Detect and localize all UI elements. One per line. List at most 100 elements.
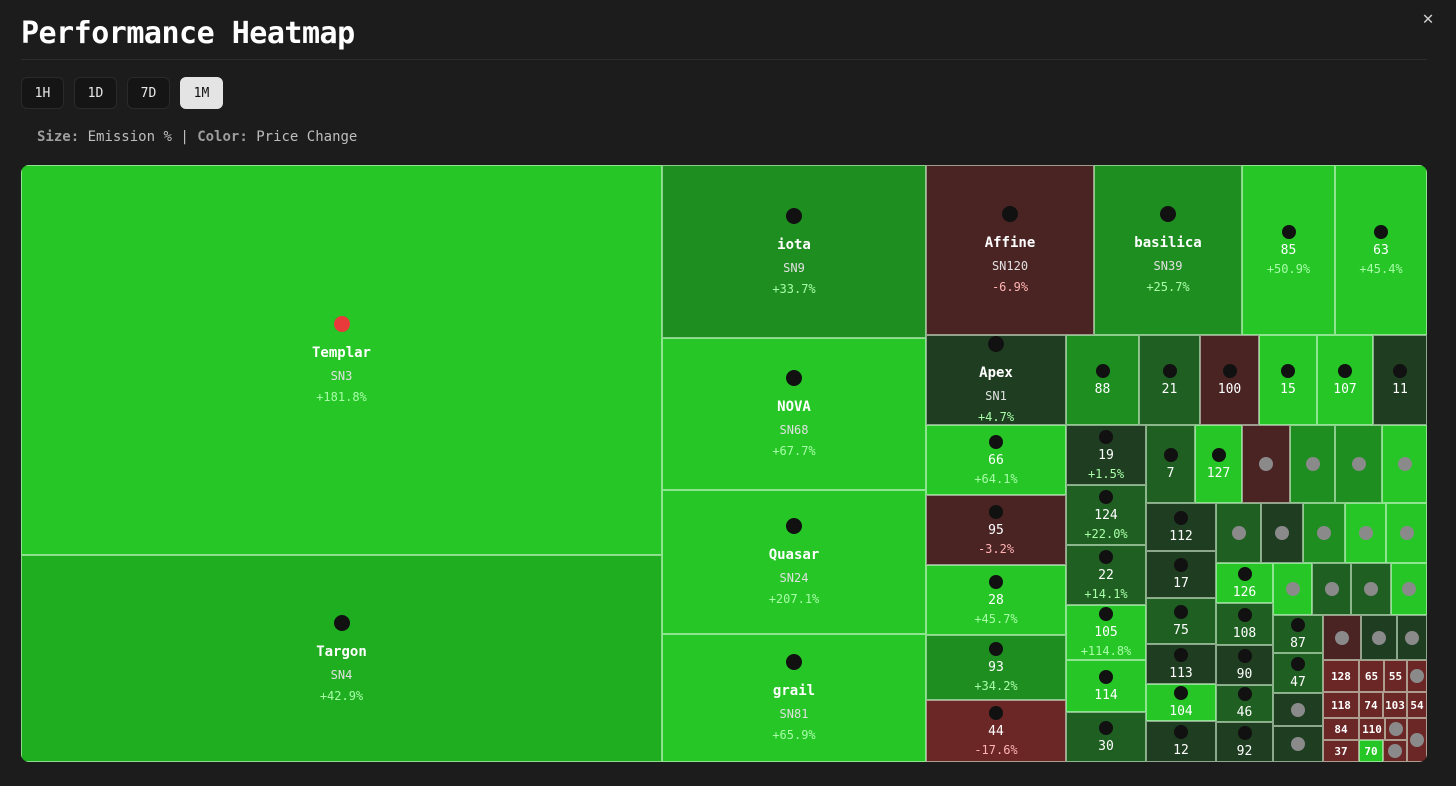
heatmap-tile[interactable]: basilica SN39 +25.7% <box>1094 165 1242 335</box>
heatmap-tile[interactable]: 74 <box>1359 692 1383 718</box>
heatmap-tile[interactable]: 128 <box>1323 660 1359 692</box>
heatmap-tile[interactable]: 103 <box>1383 692 1407 718</box>
heatmap-tile[interactable]: 127 <box>1195 425 1242 503</box>
heatmap-tile[interactable] <box>1345 503 1386 563</box>
heatmap-tile[interactable]: NOVA SN68 +67.7% <box>662 338 926 490</box>
heatmap-tile[interactable]: 118 <box>1323 692 1359 718</box>
heatmap-tile[interactable]: 11 <box>1373 335 1427 425</box>
heatmap-tile[interactable] <box>1335 425 1382 503</box>
heatmap-tile[interactable]: 95 -3.2% <box>926 495 1066 565</box>
subnet-logo-icon <box>1174 510 1188 525</box>
heatmap-tile[interactable]: 126 <box>1216 563 1273 603</box>
heatmap-tile[interactable]: 28 +45.7% <box>926 565 1066 635</box>
heatmap-tile[interactable]: 37 <box>1323 740 1359 762</box>
subnet-number: 63 <box>1373 242 1389 258</box>
heatmap-tile[interactable]: 54 <box>1407 692 1427 718</box>
subnet-name: Templar <box>311 345 371 361</box>
heatmap-tile[interactable] <box>1290 425 1335 503</box>
heatmap-tile[interactable]: 7 <box>1146 425 1195 503</box>
heatmap-tile[interactable] <box>1407 660 1427 692</box>
heatmap-tile[interactable]: 90 <box>1216 645 1273 685</box>
heatmap-tile[interactable] <box>1216 503 1261 563</box>
subnet-number: 100 <box>1217 381 1242 397</box>
heatmap-tile[interactable]: 87 <box>1273 615 1323 653</box>
subnet-number: 75 <box>1173 622 1189 638</box>
heatmap-tile[interactable]: 17 <box>1146 551 1216 598</box>
heatmap-tile[interactable]: 15 <box>1259 335 1317 425</box>
heatmap-tile[interactable]: 65 <box>1359 660 1384 692</box>
heatmap-tile[interactable]: 55 <box>1384 660 1407 692</box>
price-change: +64.1% <box>974 471 1018 486</box>
heatmap-tile[interactable]: Targon SN4 +42.9% <box>21 555 662 762</box>
close-icon[interactable]: ✕ <box>1422 8 1434 29</box>
heatmap-tile[interactable] <box>1383 740 1407 762</box>
heatmap-tile[interactable]: 112 <box>1146 503 1216 551</box>
heatmap-tile[interactable]: 114 <box>1066 660 1146 712</box>
heatmap-tile[interactable] <box>1382 425 1427 503</box>
heatmap-tile[interactable]: 22 +14.1% <box>1066 545 1146 605</box>
heatmap-tile[interactable] <box>1242 425 1290 503</box>
heatmap-tile[interactable]: iota SN9 +33.7% <box>662 165 926 338</box>
heatmap-tile[interactable] <box>1391 563 1427 615</box>
heatmap-tile[interactable] <box>1261 503 1303 563</box>
heatmap-tile[interactable]: 92 <box>1216 722 1273 762</box>
heatmap-tile[interactable]: 110 <box>1359 718 1385 740</box>
heatmap-tile[interactable]: 70 <box>1359 740 1383 762</box>
heatmap-tile[interactable]: 47 <box>1273 653 1323 693</box>
heatmap-tile[interactable]: 104 <box>1146 684 1216 721</box>
heatmap-tile[interactable]: 93 +34.2% <box>926 635 1066 700</box>
heatmap-tile[interactable]: 113 <box>1146 644 1216 684</box>
subnet-number: 113 <box>1169 665 1193 681</box>
heatmap-tile[interactable]: 124 +22.0% <box>1066 485 1146 545</box>
heatmap-tile[interactable] <box>1273 563 1312 615</box>
heatmap-tile[interactable] <box>1303 503 1345 563</box>
heatmap-tile[interactable]: 108 <box>1216 603 1273 645</box>
heatmap-tile[interactable]: Templar SN3 +181.8% <box>21 165 662 555</box>
heatmap-tile[interactable]: 30 <box>1066 712 1146 762</box>
heatmap-tile[interactable]: 63 +45.4% <box>1335 165 1427 335</box>
heatmap-tile[interactable]: Affine SN120 -6.9% <box>926 165 1094 335</box>
heatmap-tile[interactable] <box>1361 615 1397 660</box>
heatmap-tile[interactable]: 12 <box>1146 721 1216 762</box>
heatmap-tile[interactable]: Apex SN1 +4.7% <box>926 335 1066 425</box>
tab-1h[interactable]: 1H <box>21 77 64 109</box>
subnet-number: 17 <box>1173 576 1189 591</box>
price-change: +34.2% <box>974 679 1018 693</box>
heatmap-tile[interactable]: Quasar SN24 +207.1% <box>662 490 926 634</box>
heatmap-tile[interactable]: 46 <box>1216 685 1273 722</box>
tab-1d[interactable]: 1D <box>74 77 117 109</box>
subnet-netuid: SN4 <box>330 667 353 682</box>
subnet-number: 37 <box>1334 744 1348 758</box>
heatmap-tile[interactable] <box>1273 693 1323 726</box>
heatmap-tile[interactable]: grail SN81 +65.9% <box>662 634 926 762</box>
heatmap-tile[interactable]: 21 <box>1139 335 1200 425</box>
heatmap-tile[interactable]: 44 -17.6% <box>926 700 1066 762</box>
heatmap-tile[interactable]: 107 <box>1317 335 1373 425</box>
heatmap-tile[interactable] <box>1386 503 1427 563</box>
heatmap-tile[interactable] <box>1323 615 1361 660</box>
heatmap-tile[interactable]: 19 +1.5% <box>1066 425 1146 485</box>
tab-7d[interactable]: 7D <box>127 77 170 109</box>
price-change: +45.4% <box>1359 261 1403 276</box>
subnet-logo-icon <box>1095 363 1110 378</box>
legend-color-key: Color: <box>197 129 248 145</box>
heatmap-tile[interactable] <box>1407 718 1427 762</box>
heatmap-tile[interactable]: 100 <box>1200 335 1259 425</box>
heatmap-tile[interactable] <box>1351 563 1391 615</box>
subnet-number: 105 <box>1094 625 1118 640</box>
heatmap-tile[interactable]: 75 <box>1146 598 1216 644</box>
heatmap-tile[interactable]: 66 +64.1% <box>926 425 1066 495</box>
heatmap-tile[interactable] <box>1397 615 1427 660</box>
heatmap-tile[interactable]: 85 +50.9% <box>1242 165 1335 335</box>
subnet-number: 84 <box>1334 722 1348 736</box>
heatmap-tile[interactable]: 105 +114.8% <box>1066 605 1146 660</box>
heatmap-tile[interactable] <box>1385 718 1407 740</box>
subnet-number: 93 <box>988 660 1004 675</box>
subnet-logo-icon <box>989 642 1003 656</box>
tab-1m[interactable]: 1M <box>180 77 223 109</box>
heatmap-tile[interactable] <box>1273 726 1323 762</box>
heatmap-tile[interactable]: 84 <box>1323 718 1359 740</box>
subnet-logo-icon <box>1211 447 1226 462</box>
heatmap-tile[interactable] <box>1312 563 1351 615</box>
heatmap-tile[interactable]: 88 <box>1066 335 1139 425</box>
